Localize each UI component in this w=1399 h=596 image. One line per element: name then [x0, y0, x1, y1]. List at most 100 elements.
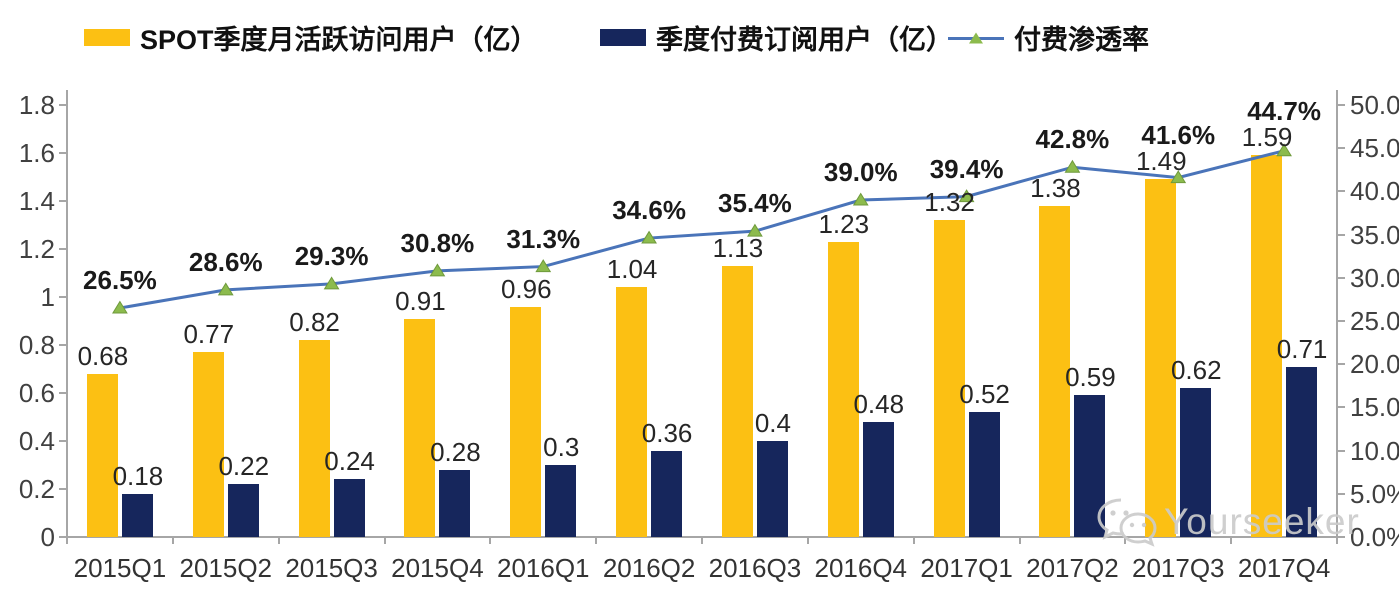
x-axis-category-label: 2017Q2	[1026, 553, 1119, 583]
subscribers-legend-label: 季度付费订阅用户（亿）	[656, 25, 953, 55]
triangle-marker-icon	[969, 32, 983, 43]
subscribers-value-label: 0.3	[543, 432, 580, 462]
right-axis-tick	[1337, 492, 1345, 495]
mau-value-label: 0.91	[395, 285, 446, 316]
y-axis-tick-label-left: 0.6	[18, 378, 55, 408]
penetration-point-marker	[429, 263, 446, 277]
left-axis-tick	[59, 344, 67, 346]
mau-value-label: 1.04	[606, 254, 658, 285]
bar-mau	[404, 318, 436, 537]
y-axis-tick-label-right: 25.0%	[1350, 306, 1399, 336]
x-axis-tick	[489, 537, 492, 544]
left-axis-tick	[59, 248, 67, 250]
x-axis-category-label: 2015Q2	[179, 553, 273, 583]
x-axis-category-label: 2017Q3	[1131, 553, 1225, 583]
right-axis-tick	[1337, 147, 1345, 150]
right-axis-tick	[1337, 363, 1345, 366]
bar-mau	[298, 340, 330, 537]
y-axis-tick-label-left: 1	[40, 282, 55, 312]
x-axis-category-label: 2016Q3	[708, 553, 802, 583]
penetration-pct-label: 44.7%	[1247, 96, 1321, 127]
subscribers-value-label: 0.59	[1065, 362, 1116, 393]
x-axis-category-label: 2016Q1	[496, 553, 590, 583]
mau-value-label: 1.13	[712, 232, 764, 263]
right-axis-tick	[1337, 190, 1345, 193]
bar-subscribers	[121, 493, 153, 537]
y-axis-tick-label-right: 20.0%	[1350, 349, 1399, 380]
x-axis-tick	[383, 537, 386, 544]
watermark: Yourseeker	[1096, 496, 1360, 548]
x-axis-tick	[277, 537, 280, 544]
penetration-point-marker	[852, 192, 869, 206]
mau-value-label: 1.49	[1135, 146, 1187, 177]
left-axis-line	[66, 90, 68, 537]
y-axis-tick-label-right: 45.0%	[1350, 133, 1399, 164]
x-axis-category-label: 2015Q1	[73, 553, 167, 583]
penetration-legend-label: 付费渗透率	[1014, 25, 1149, 55]
watermark-text: Yourseeker	[1164, 501, 1360, 542]
subscribers-value-label: 0.24	[324, 446, 375, 477]
bar-subscribers	[862, 421, 894, 537]
bar-subscribers	[651, 450, 683, 537]
penetration-pct-label: 26.5%	[83, 265, 157, 296]
y-axis-tick-label-left: 1.8	[18, 90, 55, 120]
y-axis-tick-label-right: 5.0%	[1350, 478, 1399, 509]
bar-subscribers	[1180, 388, 1212, 537]
penetration-pct-label: 30.8%	[400, 227, 475, 258]
right-axis-line	[1336, 90, 1338, 537]
y-axis-tick-label-right: 0.0%	[1350, 522, 1399, 552]
x-axis-tick	[171, 537, 174, 544]
x-axis-tick	[595, 537, 598, 544]
penetration-pct-label: 39.4%	[929, 153, 1004, 184]
bar-subscribers	[439, 469, 471, 537]
x-axis-category-label: 2015Q4	[391, 553, 484, 583]
x-axis-tick	[1230, 537, 1233, 544]
x-axis-category-label: 2016Q2	[602, 553, 696, 583]
left-axis-tick	[59, 296, 67, 298]
right-axis-tick	[1337, 233, 1345, 236]
penetration-pct-label: 39.0%	[823, 157, 898, 188]
x-axis-tick	[66, 537, 68, 544]
y-axis-tick-label-right: 30.0%	[1350, 262, 1399, 293]
mau-value-label: 0.77	[183, 319, 235, 350]
mau-value-label: 0.82	[289, 307, 340, 338]
mau-value-label: 0.96	[500, 273, 552, 304]
bar-subscribers	[227, 484, 259, 537]
wechat-icon	[1097, 498, 1157, 547]
mau-value-label: 1.59	[1241, 122, 1293, 153]
bar-subscribers	[333, 479, 365, 537]
right-axis-tick	[1337, 536, 1345, 538]
bar-mau	[192, 352, 224, 537]
bar-subscribers	[1286, 366, 1318, 537]
subscribers-value-label: 0.48	[853, 388, 905, 419]
x-axis-tick	[912, 537, 915, 544]
subscribers-value-label: 0.28	[430, 436, 481, 467]
mau-value-label: 1.23	[818, 208, 870, 239]
left-axis-tick	[59, 440, 67, 442]
penetration-pct-label: 28.6%	[188, 246, 263, 277]
left-axis-tick	[59, 104, 67, 106]
penetration-line	[119, 149, 1285, 310]
subscribers-value-label: 0.71	[1276, 333, 1328, 364]
y-axis-tick-label-right: 15.0%	[1350, 392, 1399, 423]
left-axis-tick	[59, 152, 67, 154]
subscribers-value-label: 0.36	[641, 417, 693, 448]
legend-item-penetration: 付费渗透率	[948, 18, 1149, 57]
x-axis-tick	[806, 537, 809, 544]
legend-item-mau: SPOT季度月活跃访问用户（亿）	[84, 18, 538, 57]
right-axis-tick	[1337, 320, 1345, 322]
left-axis-tick	[59, 392, 67, 394]
x-axis-category-label: 2017Q4	[1237, 553, 1331, 583]
y-axis-tick-label-right: 40.0%	[1350, 176, 1399, 207]
subscribers-value-label: 0.22	[218, 451, 270, 482]
bar-subscribers	[756, 441, 788, 537]
y-axis-tick-label-left: 0.4	[18, 426, 55, 456]
bar-mau	[510, 306, 542, 537]
penetration-point-marker	[112, 300, 128, 314]
penetration-pct-label: 42.8%	[1035, 124, 1110, 155]
right-axis-tick	[1337, 449, 1345, 452]
subscribers-value-label: 0.62	[1170, 355, 1222, 386]
right-axis-tick	[1337, 104, 1345, 106]
y-axis-tick-label-left: 1.2	[18, 234, 55, 264]
